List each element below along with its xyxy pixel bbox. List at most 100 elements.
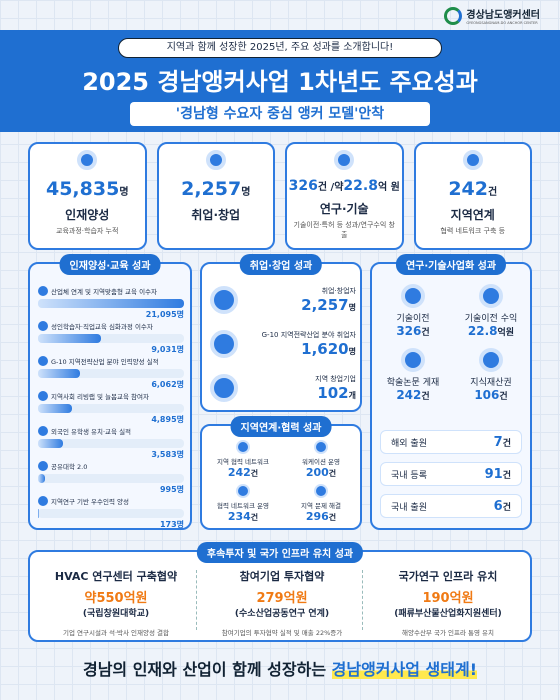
organization: (수소산업공동연구 연계) (234, 609, 330, 619)
investment-item: 참여기업 투자협약 279억원 (수소산업공동연구 연계) 참여기업의 투자협약 실적… (200, 568, 364, 637)
value-line: 2,257명 (301, 296, 356, 314)
value: 242 (227, 466, 251, 479)
kpi-label: 취업·창업 (191, 208, 241, 222)
bar (38, 334, 101, 343)
bar-track (38, 509, 184, 518)
bar-track (38, 474, 184, 483)
value-label: 995명 (159, 485, 184, 494)
bar-track (38, 299, 184, 308)
unit: 건 (502, 502, 511, 513)
logo: 경상남도앵커센터 GYEONGSANGNAM-DO ANCHOR CENTER (444, 6, 540, 25)
unit: 건 (250, 513, 259, 522)
unit: 명 (241, 187, 251, 198)
value: 242 (396, 388, 422, 402)
label: 공유대학 2.0 (51, 463, 88, 471)
research-list-row: 국내 등록 91건 (380, 462, 522, 486)
footer: 경남의 인재와 산업이 함께 성장하는 경남앵커사업 생태계! (0, 656, 560, 680)
icon (462, 150, 483, 170)
label: 기술이전 수익 (464, 314, 518, 324)
value: 1,620 (301, 340, 349, 358)
value-line: 102개 (315, 384, 356, 402)
divider (196, 570, 197, 630)
regional-item: 워케이션 운영 200건 (284, 440, 358, 479)
kpi-row: 45,835명 인재양성 교육과정·학습자 누적 2,257명 취업·창업 326건 /약… (28, 142, 532, 250)
icon (38, 286, 48, 296)
divider (362, 570, 363, 630)
value: 91 (484, 466, 503, 482)
unit: 건 (250, 469, 259, 478)
icon (210, 330, 238, 358)
bar-track (38, 334, 184, 343)
value-line: 7건 (494, 435, 511, 450)
regional-section: 지역연계·협력 성과 지역 협력 네트워크 242건 워케이션 운영 200건 협력 네트… (200, 416, 362, 530)
research-list-row: 국내 출원 6건 (380, 494, 522, 518)
employment-text: 취업·창업자 2,257명 (301, 286, 356, 314)
kpi-value: 242건 (416, 178, 531, 200)
education-row: 성인학습자·직업교육 심화과정 이수자 9,031명 (38, 321, 184, 355)
kpi-card: 2,257명 취업·창업 (156, 142, 275, 250)
subtitle: '경남형 수요자 중심 앵커 모델'안착 (130, 102, 430, 126)
label: 해외 출원 (391, 438, 427, 449)
value: 242 (448, 178, 488, 200)
icon (38, 496, 48, 506)
icon (38, 356, 48, 366)
label: 지역연구 기반 우수인력 양성 (51, 498, 129, 506)
kpi-note: 기술이전·특허 등 성과/연구수익 창출 (293, 221, 395, 239)
unit: 개 (348, 391, 356, 400)
value: 2,257 (301, 296, 349, 314)
value: 22.8 (343, 178, 378, 194)
value-line: 296건 (284, 510, 358, 523)
section-title: 인재양성·교육 성과 (59, 254, 161, 275)
unit: 억원 (449, 591, 474, 606)
title: 2025 경남앵커사업 1차년도 주요성과 (82, 68, 478, 96)
bar (38, 509, 40, 518)
value: 2,257 (181, 178, 242, 200)
icon (77, 150, 98, 170)
label: G-10 지역전략산업 분야 인력양성 실적 (51, 358, 159, 366)
icon (314, 484, 328, 498)
bar (38, 404, 72, 413)
label: 협력 네트워크 운영 (217, 502, 269, 510)
logo-name: 경상남도앵커센터 (466, 10, 540, 21)
note: 해양수산부 국가 인프라 통영 유치 (402, 629, 494, 637)
icon (38, 461, 48, 471)
education-row: 산업체 연계 및 지역맞춤형 교육 이수자 21,095명 (38, 286, 184, 320)
prefix: 약 (84, 591, 97, 606)
employment-section: 취업·창업 성과 취업·창업자 2,257명 G-10 지역전략산업 분야 취업자 1,… (200, 254, 362, 412)
kpi-card: 326건 /약22.8억 원 연구·기술 기술이전·특허 등 성과/연구수익 창출 (285, 142, 404, 250)
label: 학술논문 게재 (386, 378, 440, 388)
investment-section: 후속투자 및 국가 인프라 유치 성과 HVAC 연구센터 구축협약 약550억원(… (28, 542, 532, 642)
label: 취업·창업자 (321, 287, 356, 295)
value-label: 173명 (159, 520, 184, 529)
kpi-value: 326건 /약22.8억 원 (287, 178, 402, 194)
item-title: HVAC 연구센터 구축협약 (54, 570, 178, 583)
value: 326 (288, 178, 318, 194)
value-line: 106건 (454, 388, 528, 402)
bar (38, 369, 80, 378)
icon (479, 284, 503, 308)
value: 7 (493, 434, 503, 450)
unit: 건 (502, 470, 511, 481)
kpi-value: 2,257명 (159, 178, 274, 200)
unit: 건 (421, 392, 430, 402)
value-line: 242건 (376, 388, 450, 402)
icon (314, 440, 328, 454)
kpi-card: 45,835명 인재양성 교육과정·학습자 누적 (28, 142, 147, 250)
value: 22.8 (467, 324, 498, 338)
employment-row: 지역 창업기업 102개 (210, 368, 356, 408)
icon (210, 374, 238, 402)
unit: 억원 (497, 328, 515, 338)
kpi-note: 교육과정·학습자 누적 (56, 227, 119, 235)
row-label: G-10 지역전략산업 분야 인력양성 실적 (38, 356, 184, 366)
row-label: 산업체 연계 및 지역맞춤형 교육 이수자 (38, 286, 184, 296)
value: 326 (396, 324, 422, 338)
value-label: 9,031명 (151, 345, 184, 354)
education-row: 외국인 유학생 유치·교육 실적 3,583명 (38, 426, 184, 460)
icon (205, 150, 226, 170)
icon (38, 391, 48, 401)
employment-row: G-10 지역전략산업 분야 취업자 1,620명 (210, 324, 356, 364)
value-line: 326건 (376, 324, 450, 338)
label: G-10 지역전략산업 분야 취업자 (261, 331, 356, 339)
section-title: 후속투자 및 국가 인프라 유치 성과 (196, 542, 364, 563)
